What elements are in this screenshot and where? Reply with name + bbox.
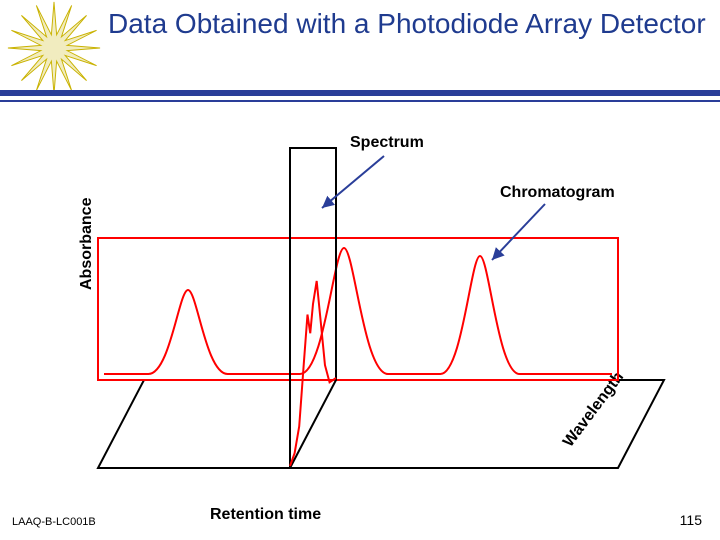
chromatogram-curve: [104, 248, 612, 374]
footer-page: 115: [680, 512, 702, 528]
floor-plane: [98, 380, 664, 468]
chromatogram-box: [98, 238, 618, 380]
callout-arrows: [322, 156, 545, 260]
pda-3d-diagram: [0, 108, 720, 508]
retention-axis-label: Retention time: [210, 506, 321, 524]
header: Data Obtained with a Photodiode Array De…: [0, 0, 720, 92]
divider-thick: [0, 90, 720, 96]
slide-title: Data Obtained with a Photodiode Array De…: [108, 8, 706, 40]
starburst-icon: [6, 0, 102, 96]
divider-thin: [0, 100, 720, 102]
footer-ref: LAAQ-B-LC001B: [12, 516, 96, 528]
slide: Data Obtained with a Photodiode Array De…: [0, 0, 720, 540]
